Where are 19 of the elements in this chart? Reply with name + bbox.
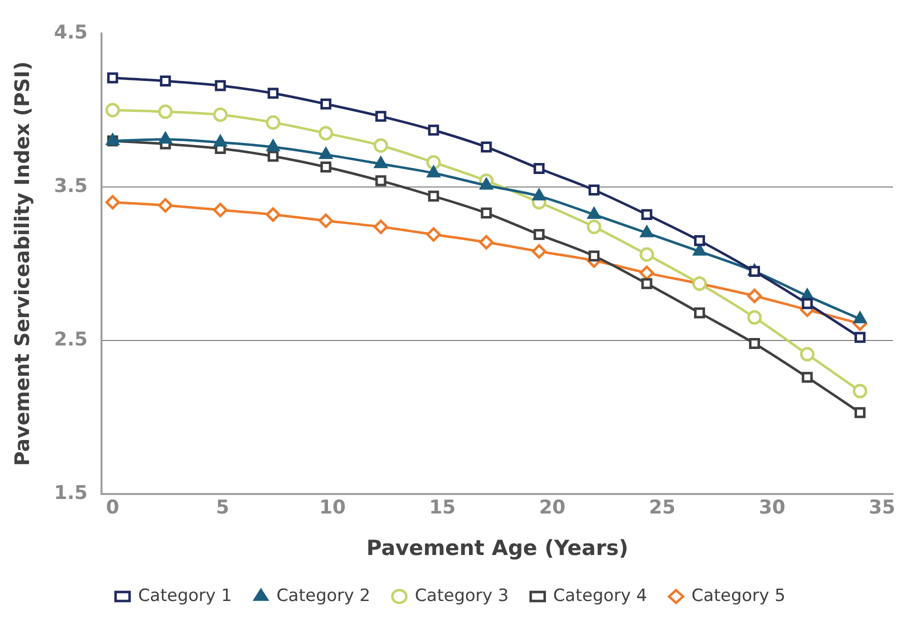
legend-label: Category 2 [276,586,370,606]
y-tick-label: 4.5 [54,21,88,44]
legend-label: Category 5 [692,586,786,606]
x-tick-label: 10 [319,496,346,518]
y-tick-label: 1.5 [54,482,88,504]
x-axis-title: Pavement Age (Years) [366,536,628,560]
x-tick-label: 5 [216,496,230,518]
legend-label: Category 1 [138,586,232,606]
x-tick-label: 25 [648,496,676,518]
x-tick-label: 0 [106,496,120,518]
x-tick-label: 30 [758,496,786,518]
x-tick-label: 15 [429,496,456,518]
y-axis-title: Pavement Serviceability Index (PSI) [10,61,34,466]
y-tick-label: 3.5 [54,174,88,197]
y-tick-label: 2.5 [54,328,88,350]
legend-label: Category 4 [553,586,648,606]
legend-label: Category 3 [414,586,509,606]
x-tick-label: 20 [539,496,566,518]
x-tick-label: 35 [868,496,896,518]
